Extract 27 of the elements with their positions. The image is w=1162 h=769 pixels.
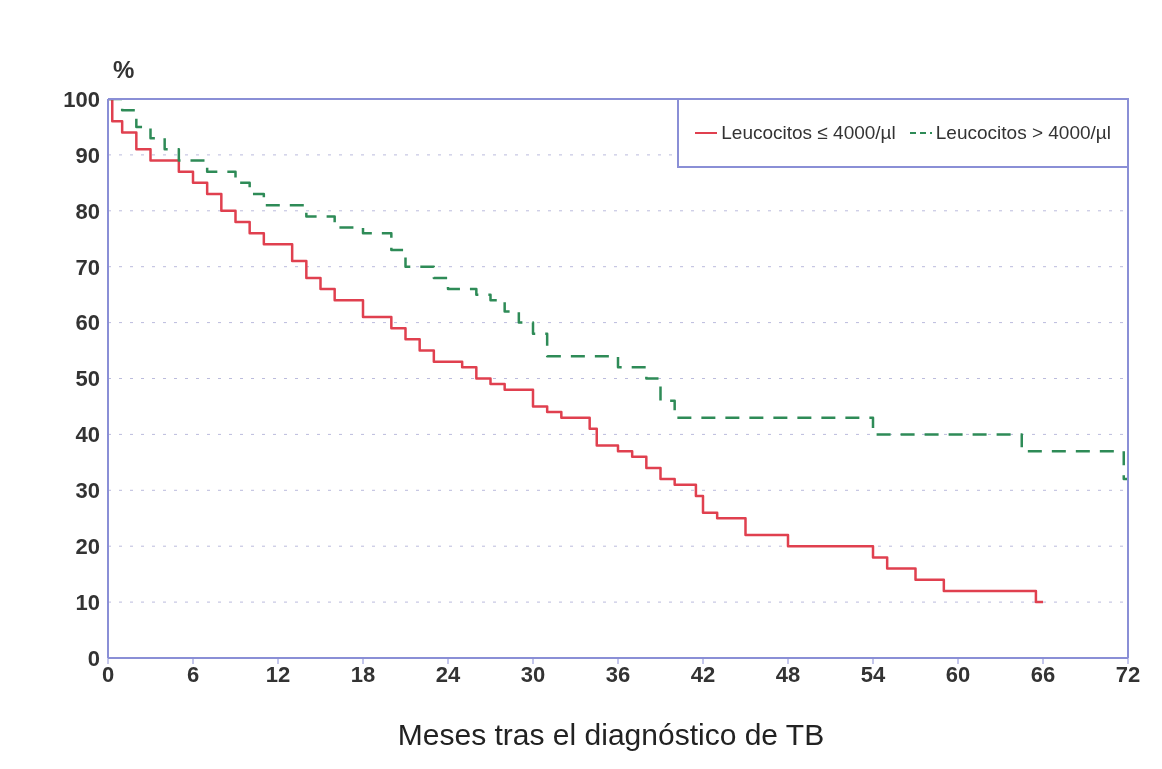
x-tick-label: 6 [186, 661, 200, 687]
x-axis-title: Meses tras el diagnóstico de TB [396, 718, 826, 752]
y-tick-label: 30 [75, 478, 100, 504]
x-tick-label: 30 [520, 661, 546, 687]
y-tick-label: 90 [75, 142, 100, 168]
y-tick-label: 70 [75, 254, 100, 280]
y-tick-label: 60 [75, 310, 100, 336]
legend-label: Leucocitos > 4000/µl [935, 122, 1111, 144]
y-tick-label: 20 [75, 534, 100, 560]
x-tick-label: 66 [1030, 661, 1056, 687]
x-tick-label: 48 [775, 661, 801, 687]
x-tick-label: 18 [350, 661, 376, 687]
x-tick-label: 24 [435, 661, 461, 687]
x-tick-label: 60 [945, 661, 971, 687]
legend-label: Leucocitos ≤ 4000/µl [721, 122, 896, 144]
y-tick-label: 80 [75, 198, 100, 224]
y-tick-label: 10 [75, 589, 100, 615]
y-tick-label: 50 [75, 366, 100, 392]
x-tick-label: 72 [1115, 661, 1141, 687]
x-tick-label: 36 [605, 661, 631, 687]
y-axis-title: % [113, 56, 135, 84]
y-tick-label: 0 [87, 645, 100, 671]
y-tick-label: 40 [75, 422, 100, 448]
x-tick-label: 42 [690, 661, 716, 687]
x-tick-label: 12 [265, 661, 291, 687]
y-tick-label: 100 [63, 86, 100, 112]
x-tick-label: 54 [860, 661, 886, 687]
